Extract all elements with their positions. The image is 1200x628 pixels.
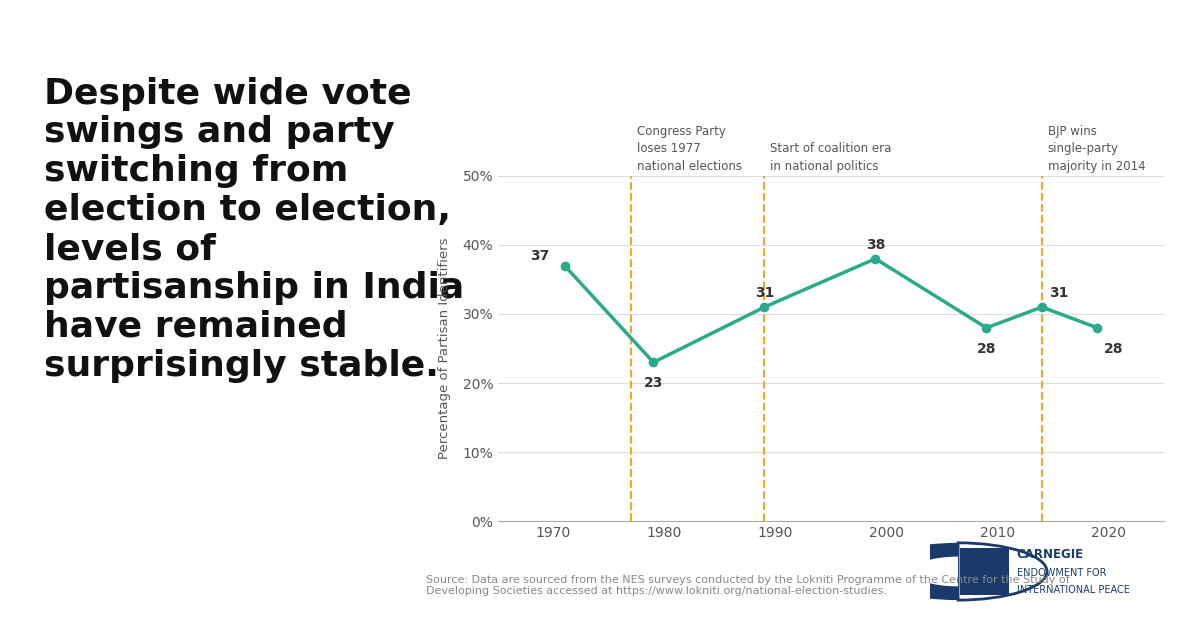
Text: ENDOWMENT FOR: ENDOWMENT FOR bbox=[1016, 568, 1106, 578]
Wedge shape bbox=[912, 556, 958, 587]
Text: Start of coalition era
in national politics: Start of coalition era in national polit… bbox=[770, 142, 892, 173]
Text: INTERNATIONAL PEACE: INTERNATIONAL PEACE bbox=[1016, 585, 1129, 595]
Text: 37: 37 bbox=[530, 249, 550, 263]
Text: CARNEGIE: CARNEGIE bbox=[1016, 548, 1084, 561]
Bar bbox=[960, 548, 1009, 595]
Text: BJP wins
single-party
majority in 2014: BJP wins single-party majority in 2014 bbox=[1048, 125, 1146, 173]
Text: Despite wide vote
swings and party
switching from
election to election,
levels o: Despite wide vote swings and party switc… bbox=[44, 77, 464, 382]
Text: 23: 23 bbox=[643, 376, 664, 390]
Wedge shape bbox=[958, 543, 1046, 600]
Text: Source: Data are sourced from the NES surveys conducted by the Lokniti Programme: Source: Data are sourced from the NES su… bbox=[426, 575, 1069, 596]
Y-axis label: Percentage of Partisan Identifiers: Percentage of Partisan Identifiers bbox=[438, 238, 451, 459]
Text: 38: 38 bbox=[865, 238, 886, 252]
Text: 31: 31 bbox=[1049, 286, 1068, 300]
Text: 31: 31 bbox=[755, 286, 774, 300]
Text: Congress Party
loses 1977
national elections: Congress Party loses 1977 national elect… bbox=[637, 125, 742, 173]
Text: 28: 28 bbox=[977, 342, 996, 355]
Text: 28: 28 bbox=[1104, 342, 1124, 355]
Wedge shape bbox=[869, 543, 958, 600]
